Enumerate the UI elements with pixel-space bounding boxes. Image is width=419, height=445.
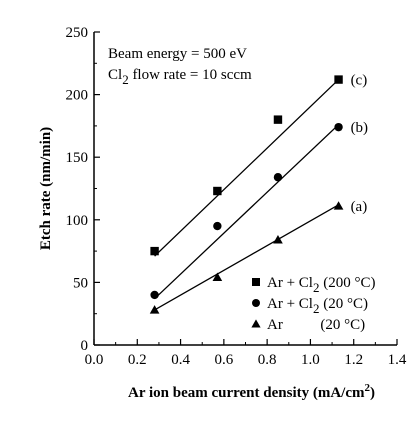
data-point-square [150, 246, 159, 256]
data-point-circle [334, 122, 343, 132]
x-tick-label: 0.4 [171, 352, 190, 368]
annotation-flow-rate: Cl2 flow rate = 10 sccm [108, 67, 252, 87]
legend-entry: Ar (20 °C) [267, 317, 365, 333]
legend-marker-square [252, 278, 260, 286]
y-axis-label: Etch rate (nm/min) [38, 127, 54, 250]
x-tick-label: 1.0 [301, 352, 320, 368]
data-point-square [334, 75, 343, 84]
y-tick-label: 100 [66, 213, 89, 229]
legend-entry: Ar + Cl2 (200 °C) [267, 275, 375, 295]
data-point-circle [150, 290, 159, 300]
data-point-triangle [333, 201, 344, 210]
y-tick-label: 250 [66, 25, 89, 41]
x-tick-label: 0.0 [85, 352, 104, 368]
fit-line-triangle [154, 204, 339, 311]
y-tick-label: 50 [73, 275, 88, 291]
legend-marker-circle [252, 299, 260, 307]
series-label: (c) [351, 73, 368, 89]
data-point-triangle [149, 305, 160, 314]
data-markers: (c) (b) (a) [149, 73, 369, 314]
x-tick-label: 0.8 [258, 352, 277, 368]
data-point-circle [213, 221, 222, 231]
fit-line-square [154, 79, 340, 257]
legend-marker-triangle [251, 319, 261, 328]
legend-entry: Ar + Cl2 (20 °C) [267, 296, 368, 316]
series-label: (a) [351, 199, 368, 215]
chart-text: Beam energy = 500 eV Cl2 flow rate = 10 … [38, 46, 375, 401]
x-tick-label: 0.6 [214, 352, 233, 368]
fit-lines [154, 79, 340, 311]
data-point-square [213, 186, 222, 196]
data-point-triangle [212, 272, 223, 282]
series-label: (b) [351, 120, 369, 136]
fit-line-circle [154, 124, 340, 300]
y-tick-label: 200 [66, 88, 89, 104]
x-tick-label: 1.4 [388, 352, 407, 368]
x-tick-label: 1.2 [344, 352, 363, 368]
y-tick-label: 0 [81, 338, 89, 354]
data-point-square [273, 115, 283, 124]
annotation-beam-energy: Beam energy = 500 eV [108, 46, 247, 62]
y-tick-label: 150 [66, 150, 89, 166]
data-point-circle [273, 173, 283, 182]
legend: Ar + Cl2 (200 °C)Ar + Cl2 (20 °C)Ar (20 … [251, 275, 375, 333]
data-point-triangle [273, 235, 283, 244]
x-axis-label: Ar ion beam current density (mA/cm2) [128, 382, 375, 401]
x-tick-label: 0.2 [128, 352, 147, 368]
axis-ticks: 0.0 0.2 0.4 0.6 0.8 1.0 1.2 1.4 0 50 100 150 200 250 [66, 25, 407, 368]
